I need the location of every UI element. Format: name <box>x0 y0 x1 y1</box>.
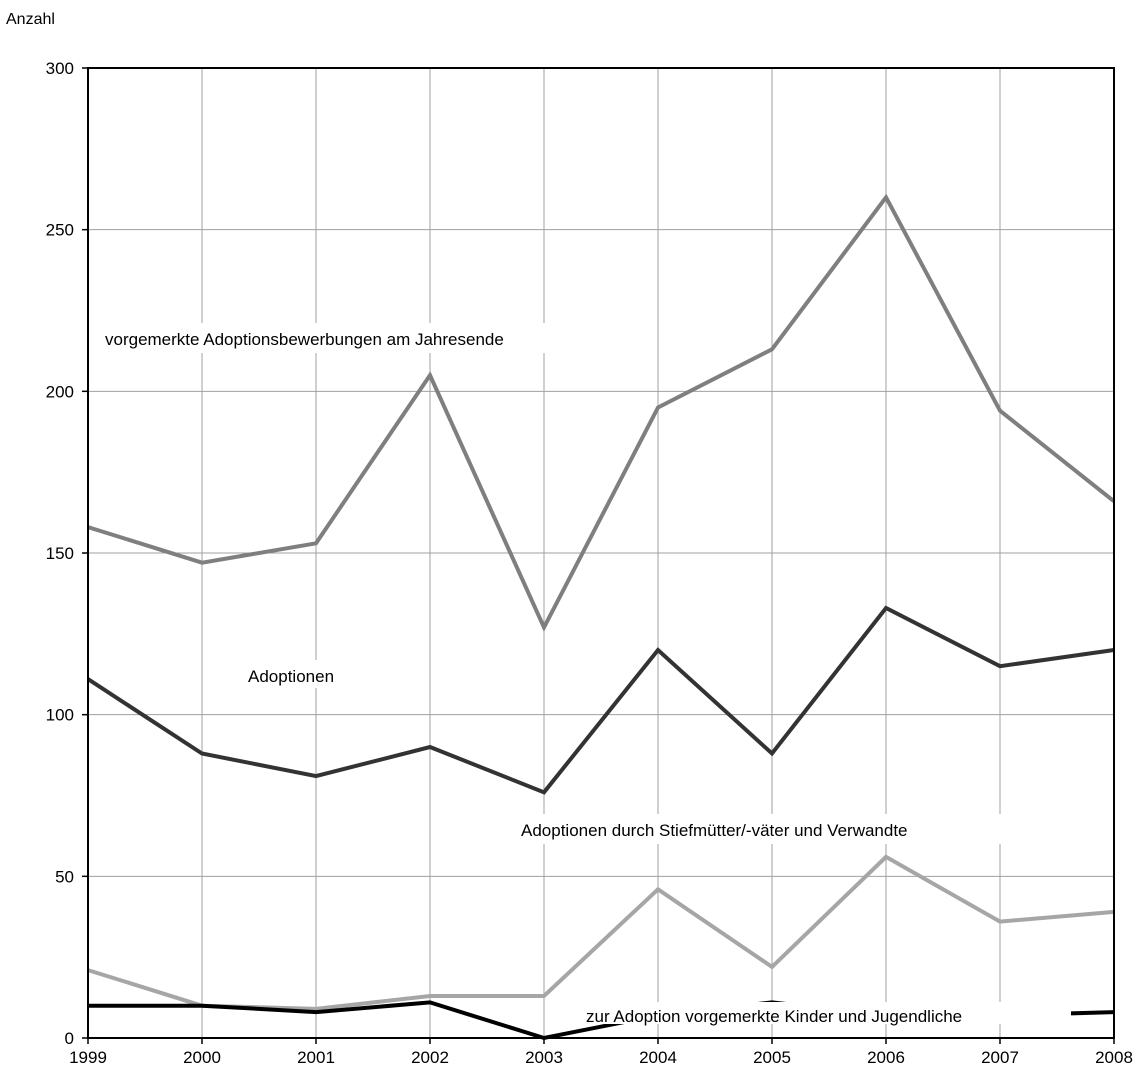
x-tick-label: 2007 <box>981 1048 1019 1067</box>
series-label-2: Adoptionen durch Stiefmütter/-väter und … <box>521 821 908 840</box>
x-tick-label: 2003 <box>525 1048 563 1067</box>
x-tick-label: 2005 <box>753 1048 791 1067</box>
x-tick-label: 2002 <box>411 1048 449 1067</box>
x-tick-label: 2000 <box>183 1048 221 1067</box>
series-label-bg-3 <box>582 1002 1071 1024</box>
y-tick-label: 100 <box>46 706 74 725</box>
y-tick-label: 200 <box>46 382 74 401</box>
x-tick-label: 2001 <box>297 1048 335 1067</box>
series-label-0: vorgemerkte Adoptionsbewerbungen am Jahr… <box>105 330 504 349</box>
series-label-bg-2 <box>516 814 1031 844</box>
y-tick-label: 150 <box>46 544 74 563</box>
series-label-1: Adoptionen <box>248 667 334 686</box>
axis-ticks: 0 50 100 150 200 250 300 1999 2000 2001 2002 2003 20… <box>46 59 1133 1067</box>
x-tick-label: 1999 <box>69 1048 107 1067</box>
x-tick-label: 2006 <box>867 1048 905 1067</box>
x-tick-label: 2004 <box>639 1048 677 1067</box>
y-tick-label: 0 <box>65 1029 74 1048</box>
y-tick-label: 50 <box>55 867 74 886</box>
y-tick-label: 300 <box>46 59 74 78</box>
x-tick-label: 2008 <box>1095 1048 1133 1067</box>
series-label-bg-1 <box>244 660 364 688</box>
series-label-bg-0 <box>100 323 645 353</box>
series-label-3: zur Adoption vorgemerkte Kinder und Juge… <box>586 1007 962 1026</box>
y-tick-label: 250 <box>46 221 74 240</box>
series-line-0 <box>87 193 1116 632</box>
y-axis-title: Anzahl <box>6 11 55 28</box>
series-labels: vorgemerkte Adoptionsbewerbungen am Jahr… <box>100 323 1071 1026</box>
series-line-1 <box>86 605 1115 795</box>
